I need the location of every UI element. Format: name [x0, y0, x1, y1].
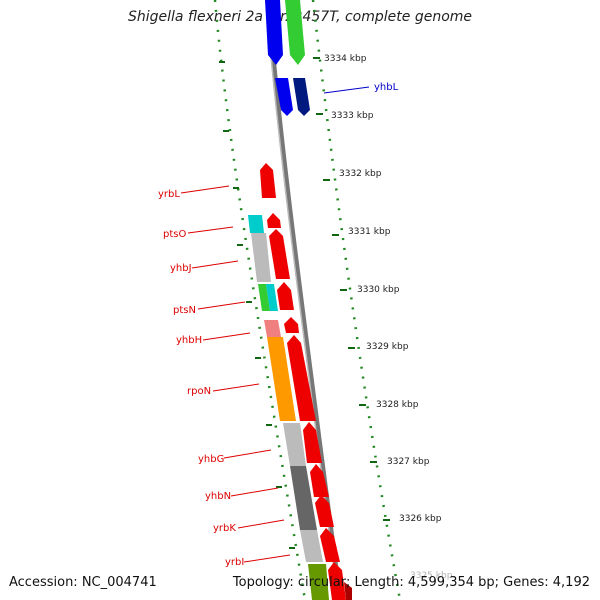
gene-arrow-red [320, 528, 340, 562]
gene-arrow-red [267, 213, 281, 228]
gene-labels[interactable]: yhbL yrbL ptsO yhbJ ptsN yhbH rpoN yhbG … [158, 82, 399, 568]
gene-arrow-red [277, 282, 294, 310]
kbp-label: 3325 kbp [410, 571, 453, 581]
gene-arrow-red [315, 495, 334, 527]
olive-block [308, 564, 329, 600]
gene-label-yrbK: yrbK [213, 523, 236, 534]
left-features[interactable] [248, 215, 329, 600]
gene-arrow-red [328, 562, 346, 600]
gene-arrow-red [269, 229, 290, 279]
kbp-label: 3330 kbp [357, 285, 400, 295]
kbp-label: 3328 kbp [376, 400, 419, 410]
kbp-label: 3333 kbp [331, 111, 374, 121]
kbp-label: 3327 kbp [387, 457, 430, 467]
gene-label-rpoN: rpoN [187, 386, 211, 397]
gene-label-yhbN: yhbN [205, 491, 231, 502]
cyan-block-2 [266, 284, 278, 311]
gene-arrow-blue-2 [275, 78, 293, 116]
kbp-label: 3334 kbp [324, 54, 367, 64]
gene-arrow-red [303, 422, 322, 463]
ruler-labels: 3334 kbp 3333 kbp 3332 kbp 3331 kbp 3330… [324, 54, 453, 581]
gene-label-yhbL: yhbL [374, 82, 399, 93]
kbp-label: 3331 kbp [348, 227, 391, 237]
grey-block-3 [300, 530, 323, 562]
gene-leaders [180, 86, 370, 563]
gene-label-yrbI: yrbI [225, 557, 244, 568]
kbp-label: 3329 kbp [366, 342, 409, 352]
red-features[interactable] [260, 163, 352, 600]
pink-block [264, 320, 281, 337]
gene-label-yrbL: yrbL [158, 189, 180, 200]
gene-label-ptsN: ptsN [173, 305, 196, 316]
cyan-block [248, 215, 264, 233]
gene-label-yhbG: yhbG [198, 454, 224, 465]
accession-text: Accession: NC_004741 [9, 575, 157, 590]
kbp-label: 3326 kbp [399, 514, 442, 524]
gene-label-ptsO: ptsO [163, 229, 186, 240]
grey-block-2 [283, 423, 306, 466]
orange-block [267, 337, 296, 421]
gene-label-yhbH: yhbH [176, 335, 202, 346]
gene-arrow-navy-1 [293, 78, 310, 116]
genome-summary: Topology: circular; Length: 4,599,354 bp… [232, 575, 590, 590]
grey-block-1 [251, 233, 271, 282]
gene-arrow-red [284, 317, 299, 333]
gene-arrow-green-1 [285, 0, 305, 65]
kbp-label: 3332 kbp [339, 169, 382, 179]
gene-label-yhbJ: yhbJ [170, 263, 192, 274]
top-features[interactable] [265, 0, 310, 116]
gene-arrow-red-tip [344, 582, 352, 600]
grey-block-dark [290, 466, 317, 530]
gene-arrow-blue-1 [265, 0, 283, 65]
ruler-ticks [219, 57, 390, 549]
gene-arrow-red [260, 163, 276, 198]
gene-arrow-red [310, 464, 329, 497]
gene-arrow-red [287, 335, 316, 421]
